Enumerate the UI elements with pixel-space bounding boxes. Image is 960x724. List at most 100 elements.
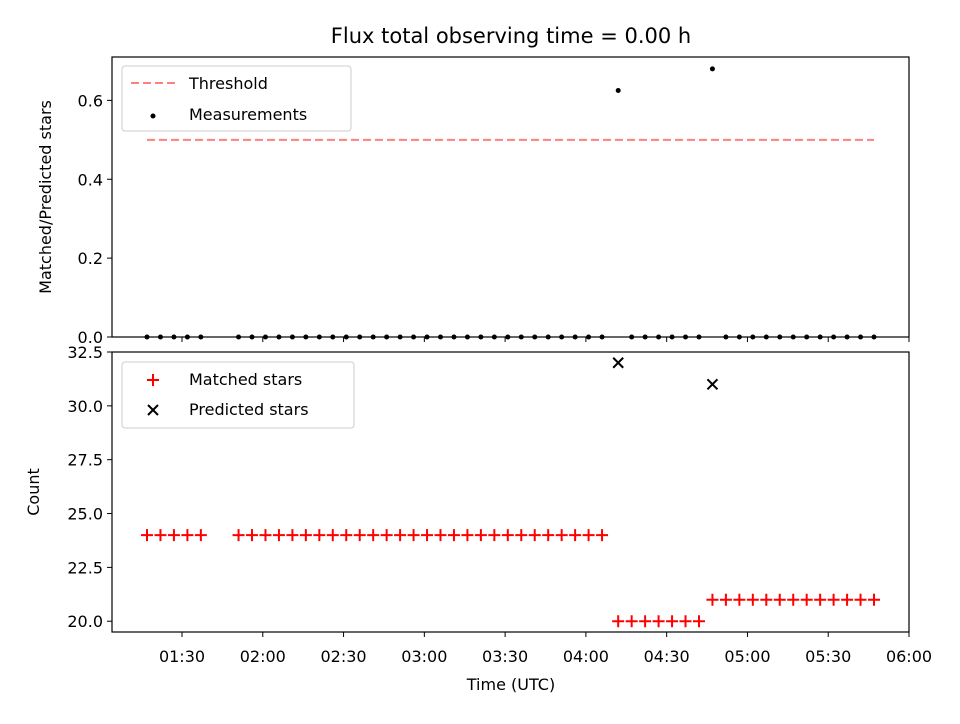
x-tick-label: 05:00 [724, 647, 770, 666]
measurement-point [171, 334, 177, 340]
x-tick-label: 03:30 [482, 647, 528, 666]
matched-star-point [814, 593, 827, 606]
matched-star-point [827, 593, 840, 606]
measurement-point [532, 334, 538, 340]
x-tick-label: 03:00 [401, 647, 447, 666]
measurement-point [669, 334, 675, 340]
matched-star-point [800, 593, 813, 606]
x-tick-label: 01:30 [159, 647, 205, 666]
legend-predicted-label: Predicted stars [189, 400, 309, 419]
matched-star-point [367, 529, 380, 542]
top-legend-box [121, 65, 352, 132]
x-tick-label: 04:30 [644, 647, 690, 666]
measurement-point [844, 334, 850, 340]
measurement-point [424, 334, 430, 340]
x-tick-label: 02:30 [321, 647, 367, 666]
matched-star-point [854, 593, 867, 606]
matched-star-point [246, 529, 259, 542]
bottom-x-ticks: 01:30 02:00 02:30 03:00 03:30 04:00 04:30 05:00… [159, 632, 932, 666]
legend-matched-label: Matched stars [189, 370, 302, 389]
predicted-star-point [706, 378, 719, 391]
measurement-point [157, 334, 163, 340]
bottom-y-tick-label: 27.5 [67, 451, 103, 470]
top-x-ticks [181, 337, 910, 342]
measurement-point [397, 334, 403, 340]
matched-star-point [461, 529, 474, 542]
matched-star-point [666, 615, 679, 628]
measurement-point [656, 334, 662, 340]
x-tick-label: 04:00 [563, 647, 609, 666]
top-y-tick-label: 0.2 [78, 249, 103, 268]
x-tick-label: 05:30 [805, 647, 851, 666]
measurement-point [777, 334, 783, 340]
top-plot-frame [111, 56, 910, 338]
matched-star-point [760, 593, 773, 606]
measurement-point [491, 334, 497, 340]
matched-star-point [286, 529, 299, 542]
bottom-legend-box [121, 361, 355, 429]
matched-star-point [652, 615, 665, 628]
measurement-point [559, 334, 565, 340]
measurement-point [586, 334, 592, 340]
measurement-point [236, 334, 242, 340]
measurement-point [303, 334, 309, 340]
matched-star-point [194, 529, 207, 542]
top-y-tick-label: 0.4 [78, 170, 103, 189]
measurement-point [629, 334, 635, 340]
measurement-point [276, 334, 282, 340]
matched-star-point [299, 529, 312, 542]
legend-threshold-label: Threshold [188, 74, 268, 93]
matched-star-point [501, 529, 514, 542]
legend-predicted-swatch [147, 404, 159, 416]
measurement-point [642, 334, 648, 340]
measurement-point [198, 334, 204, 340]
matched-star-point [773, 593, 786, 606]
matched-star-point [555, 529, 568, 542]
matched-star-point [154, 529, 167, 542]
matched-star-point [719, 593, 732, 606]
matched-star-point [582, 529, 595, 542]
bottom-y-tick-label: 22.5 [67, 558, 103, 577]
legend-measurements-label: Measurements [189, 105, 307, 124]
matched-star-point [434, 529, 447, 542]
predicted-star-point [612, 357, 624, 369]
matched-star-point [542, 529, 555, 542]
measurement-point [736, 334, 742, 340]
bottom-x-axis-label: Time (UTC) [466, 675, 555, 694]
top-y-axis-label: Matched/Predicted stars [36, 100, 55, 294]
x-tick-label: 02:00 [240, 647, 286, 666]
matched-star-point [272, 529, 285, 542]
matched-star-point [612, 615, 625, 628]
matched-star-point [326, 529, 339, 542]
matched-star-point [787, 593, 800, 606]
matched-star-point [706, 593, 719, 606]
measurement-point [316, 334, 322, 340]
measurement-point [545, 334, 551, 340]
measurement-point [144, 334, 150, 340]
matched-star-point [841, 593, 854, 606]
measurement-point [330, 334, 336, 340]
matched-star-point [353, 529, 366, 542]
top-y-ticks: 0.0 0.2 0.4 0.6 [78, 91, 112, 347]
measurement-point [790, 334, 796, 340]
matched-star-point [596, 529, 609, 542]
legend-measurements-swatch [150, 113, 156, 119]
bottom-panel: 20.0 22.5 25.0 27.5 30.0 32.5 01:30 02:00 02:30… [24, 343, 932, 694]
matched-star-point [625, 615, 638, 628]
bottom-y-ticks: 20.0 22.5 25.0 27.5 30.0 32.5 [67, 343, 112, 631]
matched-star-point [394, 529, 407, 542]
matched-star-point [679, 615, 692, 628]
bottom-y-tick-label: 20.0 [67, 612, 103, 631]
matched-star-point [515, 529, 528, 542]
matched-star-point [733, 593, 746, 606]
measurement-point [572, 334, 578, 340]
measurement-point [370, 334, 376, 340]
measurement-point [464, 334, 470, 340]
matched-star-point [569, 529, 582, 542]
matched-star-point [528, 529, 541, 542]
matched-star-point [167, 529, 180, 542]
measurement-point [871, 334, 877, 340]
measurement-point [804, 334, 810, 340]
bottom-plot-frame [111, 351, 910, 633]
top-marks [144, 66, 877, 340]
